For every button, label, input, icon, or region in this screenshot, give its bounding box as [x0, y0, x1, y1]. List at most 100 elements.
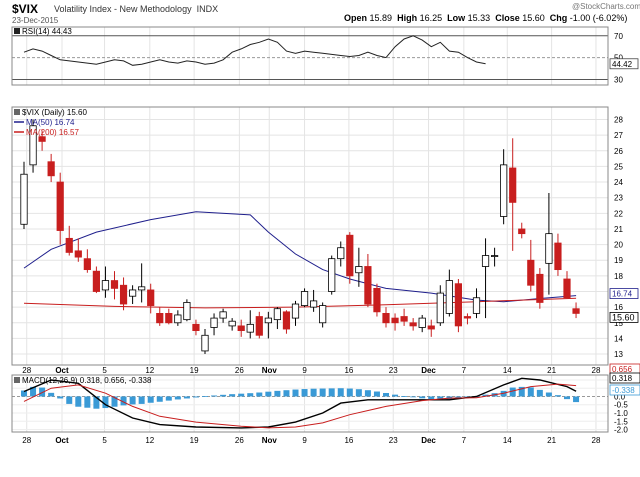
macd-histogram-bar [283, 390, 290, 397]
close-label: Close [495, 13, 520, 23]
candle [237, 319, 245, 337]
chart-header: $VIX Volatility Index - New Methodology … [0, 0, 640, 27]
macd-histogram-bar [328, 388, 335, 397]
rsi-frame [11, 26, 609, 86]
macd-value-tag-box [609, 372, 640, 384]
x-axis: 28 Oct 5 12 19 26 Nov 9 16 23 Dec 7 14 21 28 28 Oct 5 12 19… [22, 366, 601, 445]
macd-histogram-bar [66, 396, 73, 404]
chg-label: Chg [549, 13, 568, 23]
candle [418, 314, 426, 333]
price-ytick-label: 15 [614, 319, 623, 328]
candle-body [110, 280, 119, 289]
high-value: 16.25 [419, 13, 443, 23]
candle-body [418, 317, 426, 328]
macd-histogram-bar [84, 396, 91, 408]
candle [527, 239, 535, 292]
candle-body [436, 292, 444, 324]
candle-body [156, 312, 164, 324]
candle [490, 247, 499, 267]
candle-body [373, 287, 381, 313]
x-tick-label: 16 [344, 366, 353, 375]
candle [373, 283, 381, 317]
macd-ytick-label: -2.0 [614, 426, 628, 435]
candle-body [500, 164, 508, 217]
candle [38, 130, 46, 151]
rsi-panel: 30 50 70 44.42 RSI(14) 44.43 [11, 26, 639, 86]
candle [47, 153, 55, 183]
date-label: 23-Dec-2015 [12, 16, 59, 25]
x-tick-label: 19 [190, 366, 199, 375]
macd-histogram-bar [482, 394, 489, 397]
x-tick-label-bottom: 16 [344, 436, 353, 445]
candle-body [409, 322, 417, 327]
macd-histogram-bar [111, 396, 118, 407]
candle-body [83, 258, 91, 271]
price-title: $VIX (Daily) 15.60 [22, 108, 87, 117]
candle [364, 253, 372, 308]
macd-histogram-bar [310, 388, 317, 397]
x-tick-label-bottom: 19 [190, 436, 199, 445]
x-tick-label-bottom: 28 [22, 436, 31, 445]
macd-line-1 [23, 383, 577, 429]
candle-body [92, 270, 100, 292]
candle [554, 233, 562, 276]
x-tick-label-bottom: 7 [462, 436, 467, 445]
candle-body [445, 280, 453, 314]
macd-histogram-bar [301, 389, 308, 397]
price-value-tag: 15.60 [612, 312, 635, 322]
candle-body [463, 316, 472, 319]
ma-line-1 [23, 297, 577, 309]
candle [481, 238, 490, 319]
x-tick-label: 23 [389, 366, 398, 375]
quote-summary: Open 15.89 High 16.25 Low 15.33 Close 15… [344, 13, 627, 23]
candle-body [138, 286, 146, 291]
price-ytick-label: 24 [614, 178, 623, 187]
candle-body [47, 161, 55, 177]
candle [536, 268, 544, 309]
low-value: 15.33 [467, 13, 491, 23]
x-tick-label-bottom: Dec [421, 436, 436, 445]
candle-body [346, 234, 354, 277]
x-tick-label: 7 [462, 366, 467, 375]
macd-title: MACD(12,26,9) 0.318, 0.656, -0.338 [22, 376, 152, 385]
x-tick-label-bottom: 26 [235, 436, 244, 445]
x-tick-label: 9 [302, 366, 307, 375]
price-value-tag: 16.74 [612, 290, 633, 299]
macd-histogram-bar [102, 396, 109, 409]
macd-histogram-bar [247, 393, 254, 397]
candle-body [545, 233, 553, 264]
candle-body [74, 250, 82, 258]
macd-histogram-bar [120, 396, 127, 406]
price-value-tag-box [609, 311, 639, 323]
candle [20, 161, 28, 229]
x-tick-label-bottom: 21 [547, 436, 556, 445]
candle [255, 311, 263, 339]
candle [572, 302, 580, 319]
candle [210, 313, 218, 336]
low-label: Low [447, 13, 466, 23]
macd-ytick-label: -0.5 [614, 401, 628, 410]
price-ytick-label: 27 [614, 131, 623, 140]
candle-body [291, 303, 300, 319]
candle [337, 241, 345, 267]
candle [518, 222, 526, 239]
rsi-ytick-label: 50 [614, 54, 623, 63]
candle-body [337, 247, 345, 260]
candle-body [382, 312, 390, 324]
macd-histogram-bar [202, 396, 208, 397]
candle [463, 313, 472, 325]
x-tick-label: 26 [235, 366, 244, 375]
macd-histogram-bar [383, 393, 389, 397]
candle-body [29, 125, 37, 166]
candle [282, 310, 291, 334]
candle [500, 149, 508, 225]
x-tick-label-bottom: 12 [145, 436, 154, 445]
chg-value: -1.00 (-6.02%) [569, 13, 628, 23]
candle-body [319, 305, 327, 324]
price-frame [11, 106, 609, 366]
candle [174, 310, 182, 326]
price-panel: 13141516171819202122232425262728$VIX (Da… [11, 106, 639, 366]
macd-histogram-bar [174, 396, 181, 400]
candle-body [536, 273, 544, 303]
x-tick-label: Oct [55, 366, 69, 375]
